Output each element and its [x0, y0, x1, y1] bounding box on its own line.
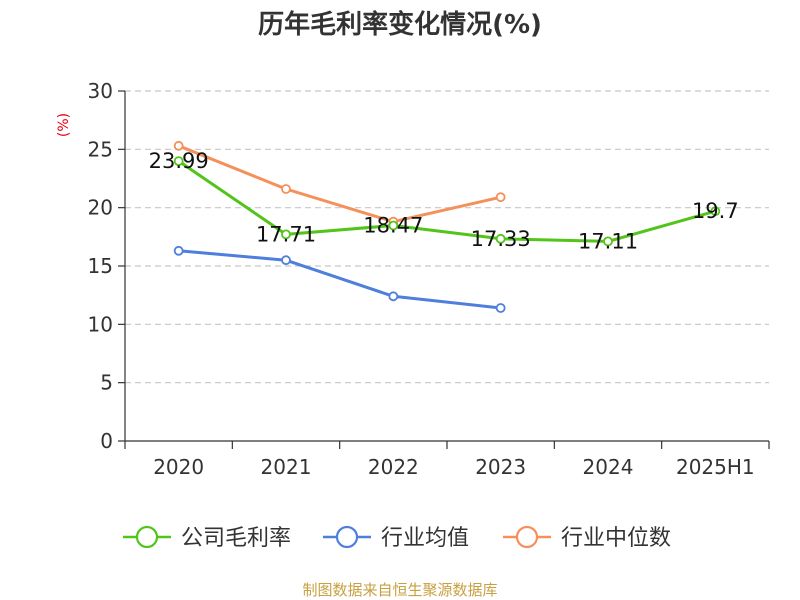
data-point [173, 156, 184, 167]
y-axis-unit: (%) [56, 113, 72, 137]
data-label: 17.33 [471, 227, 531, 251]
x-tick-label: 2023 [475, 455, 526, 479]
legend-label: 行业均值 [381, 526, 469, 551]
data-label: 17.11 [578, 229, 638, 253]
data-label: 18.47 [363, 214, 423, 238]
legend: 公司毛利率 行业均值 行业中位数 [123, 525, 671, 551]
x-tick-label: 2020 [153, 455, 204, 479]
data-point [281, 255, 291, 266]
x-axis-ticks: 2020 2021 2022 2023 2024 2025H1 [124, 441, 770, 479]
data-point [495, 192, 506, 203]
data-point [710, 206, 721, 217]
data-point [495, 233, 506, 244]
data-label: 23.99 [149, 149, 209, 173]
data-point [281, 229, 291, 240]
x-tick-label: 2024 [583, 455, 634, 479]
data-labels: 23.99 17.71 18.47 17.33 17.11 19.7 [149, 149, 739, 253]
y-tick-label: 0 [100, 429, 113, 453]
x-tick-label: 2025H1 [676, 455, 755, 479]
data-point [173, 140, 184, 151]
y-tick-label: 5 [100, 371, 113, 395]
chart-title: 历年毛利率变化情况(%) [258, 9, 542, 40]
source-note: 制图数据来自恒生聚源数据库 [302, 581, 497, 599]
gridlines [125, 90, 769, 384]
y-tick-label: 20 [88, 196, 113, 220]
y-axis-ticks: 0 5 10 15 20 25 30 [88, 79, 125, 453]
data-point [603, 236, 613, 247]
y-tick-label: 10 [88, 312, 113, 336]
data-label: 19.7 [692, 199, 739, 223]
data-label: 17.71 [256, 222, 316, 246]
data-point [281, 184, 291, 194]
legend-label: 行业中位数 [561, 526, 671, 551]
data-point [495, 303, 506, 313]
series-line-1 [178, 249, 501, 310]
legend-label: 公司毛利率 [181, 526, 291, 551]
series-line-2 [178, 144, 502, 224]
x-tick-label: 2022 [368, 455, 419, 479]
x-tick-label: 2021 [261, 455, 312, 479]
y-tick-label: 30 [88, 79, 113, 103]
y-tick-label: 15 [88, 254, 113, 278]
data-point [388, 220, 399, 231]
series-layer [173, 140, 721, 313]
data-point [173, 245, 184, 256]
data-point [388, 291, 399, 302]
legend-marker [335, 525, 359, 549]
legend-marker [515, 525, 539, 549]
y-tick-label: 25 [88, 137, 113, 161]
series-line-0 [177, 159, 716, 243]
legend-marker [135, 525, 159, 549]
